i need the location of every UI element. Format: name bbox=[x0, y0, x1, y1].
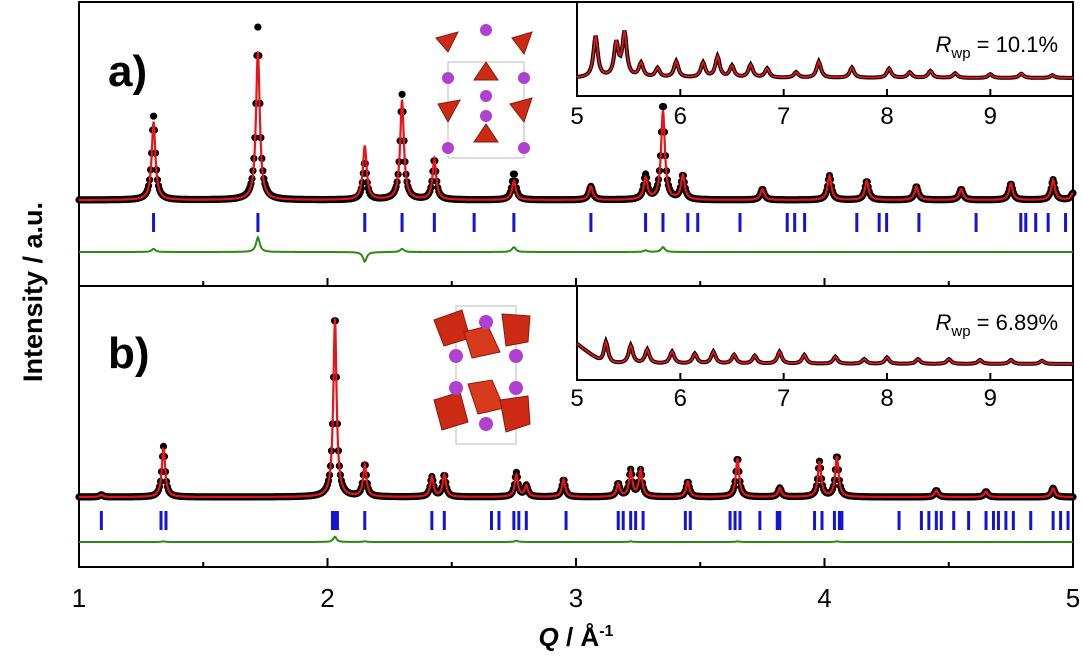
observed-point bbox=[150, 113, 157, 120]
inset-tick-label: 6 bbox=[674, 385, 687, 412]
x-tick-label: 2 bbox=[320, 583, 334, 613]
observed-point bbox=[399, 91, 406, 98]
x-tick-label: 4 bbox=[817, 583, 831, 613]
y-axis-title: Intensity / a.u. bbox=[18, 202, 48, 382]
inset-tick-label: 5 bbox=[570, 385, 583, 412]
crystal-structure-b-icon bbox=[434, 306, 530, 444]
crystal-structure-a-icon bbox=[436, 24, 532, 158]
observed-point bbox=[660, 103, 667, 110]
inset-tick-label: 8 bbox=[880, 103, 893, 130]
difference-curve bbox=[79, 537, 1073, 542]
inset-b: 5 6 7 8 9 bbox=[570, 286, 1073, 412]
panel-a-label: a) bbox=[108, 47, 147, 96]
inset-a: 5 6 7 8 9 bbox=[570, 2, 1073, 130]
x-axis-title: Q / Å-1 bbox=[539, 622, 614, 652]
x-tick-label: 1 bbox=[72, 583, 86, 613]
inset-tick-label: 6 bbox=[674, 103, 687, 130]
inset-tick-label: 9 bbox=[984, 103, 997, 130]
x-tick-label: 5 bbox=[1066, 583, 1080, 613]
inset-tick-label: 5 bbox=[570, 103, 583, 130]
observed-point bbox=[254, 24, 261, 31]
panel-b-label: b) bbox=[108, 329, 150, 378]
inset-tick-label: 7 bbox=[777, 103, 790, 130]
observed-point bbox=[511, 171, 518, 178]
inset-tick-label: 9 bbox=[984, 385, 997, 412]
inset-tick-label: 7 bbox=[777, 385, 790, 412]
difference-curve bbox=[79, 237, 1073, 261]
inset-tick-label: 8 bbox=[880, 385, 893, 412]
x-tick-label: 3 bbox=[569, 583, 583, 613]
